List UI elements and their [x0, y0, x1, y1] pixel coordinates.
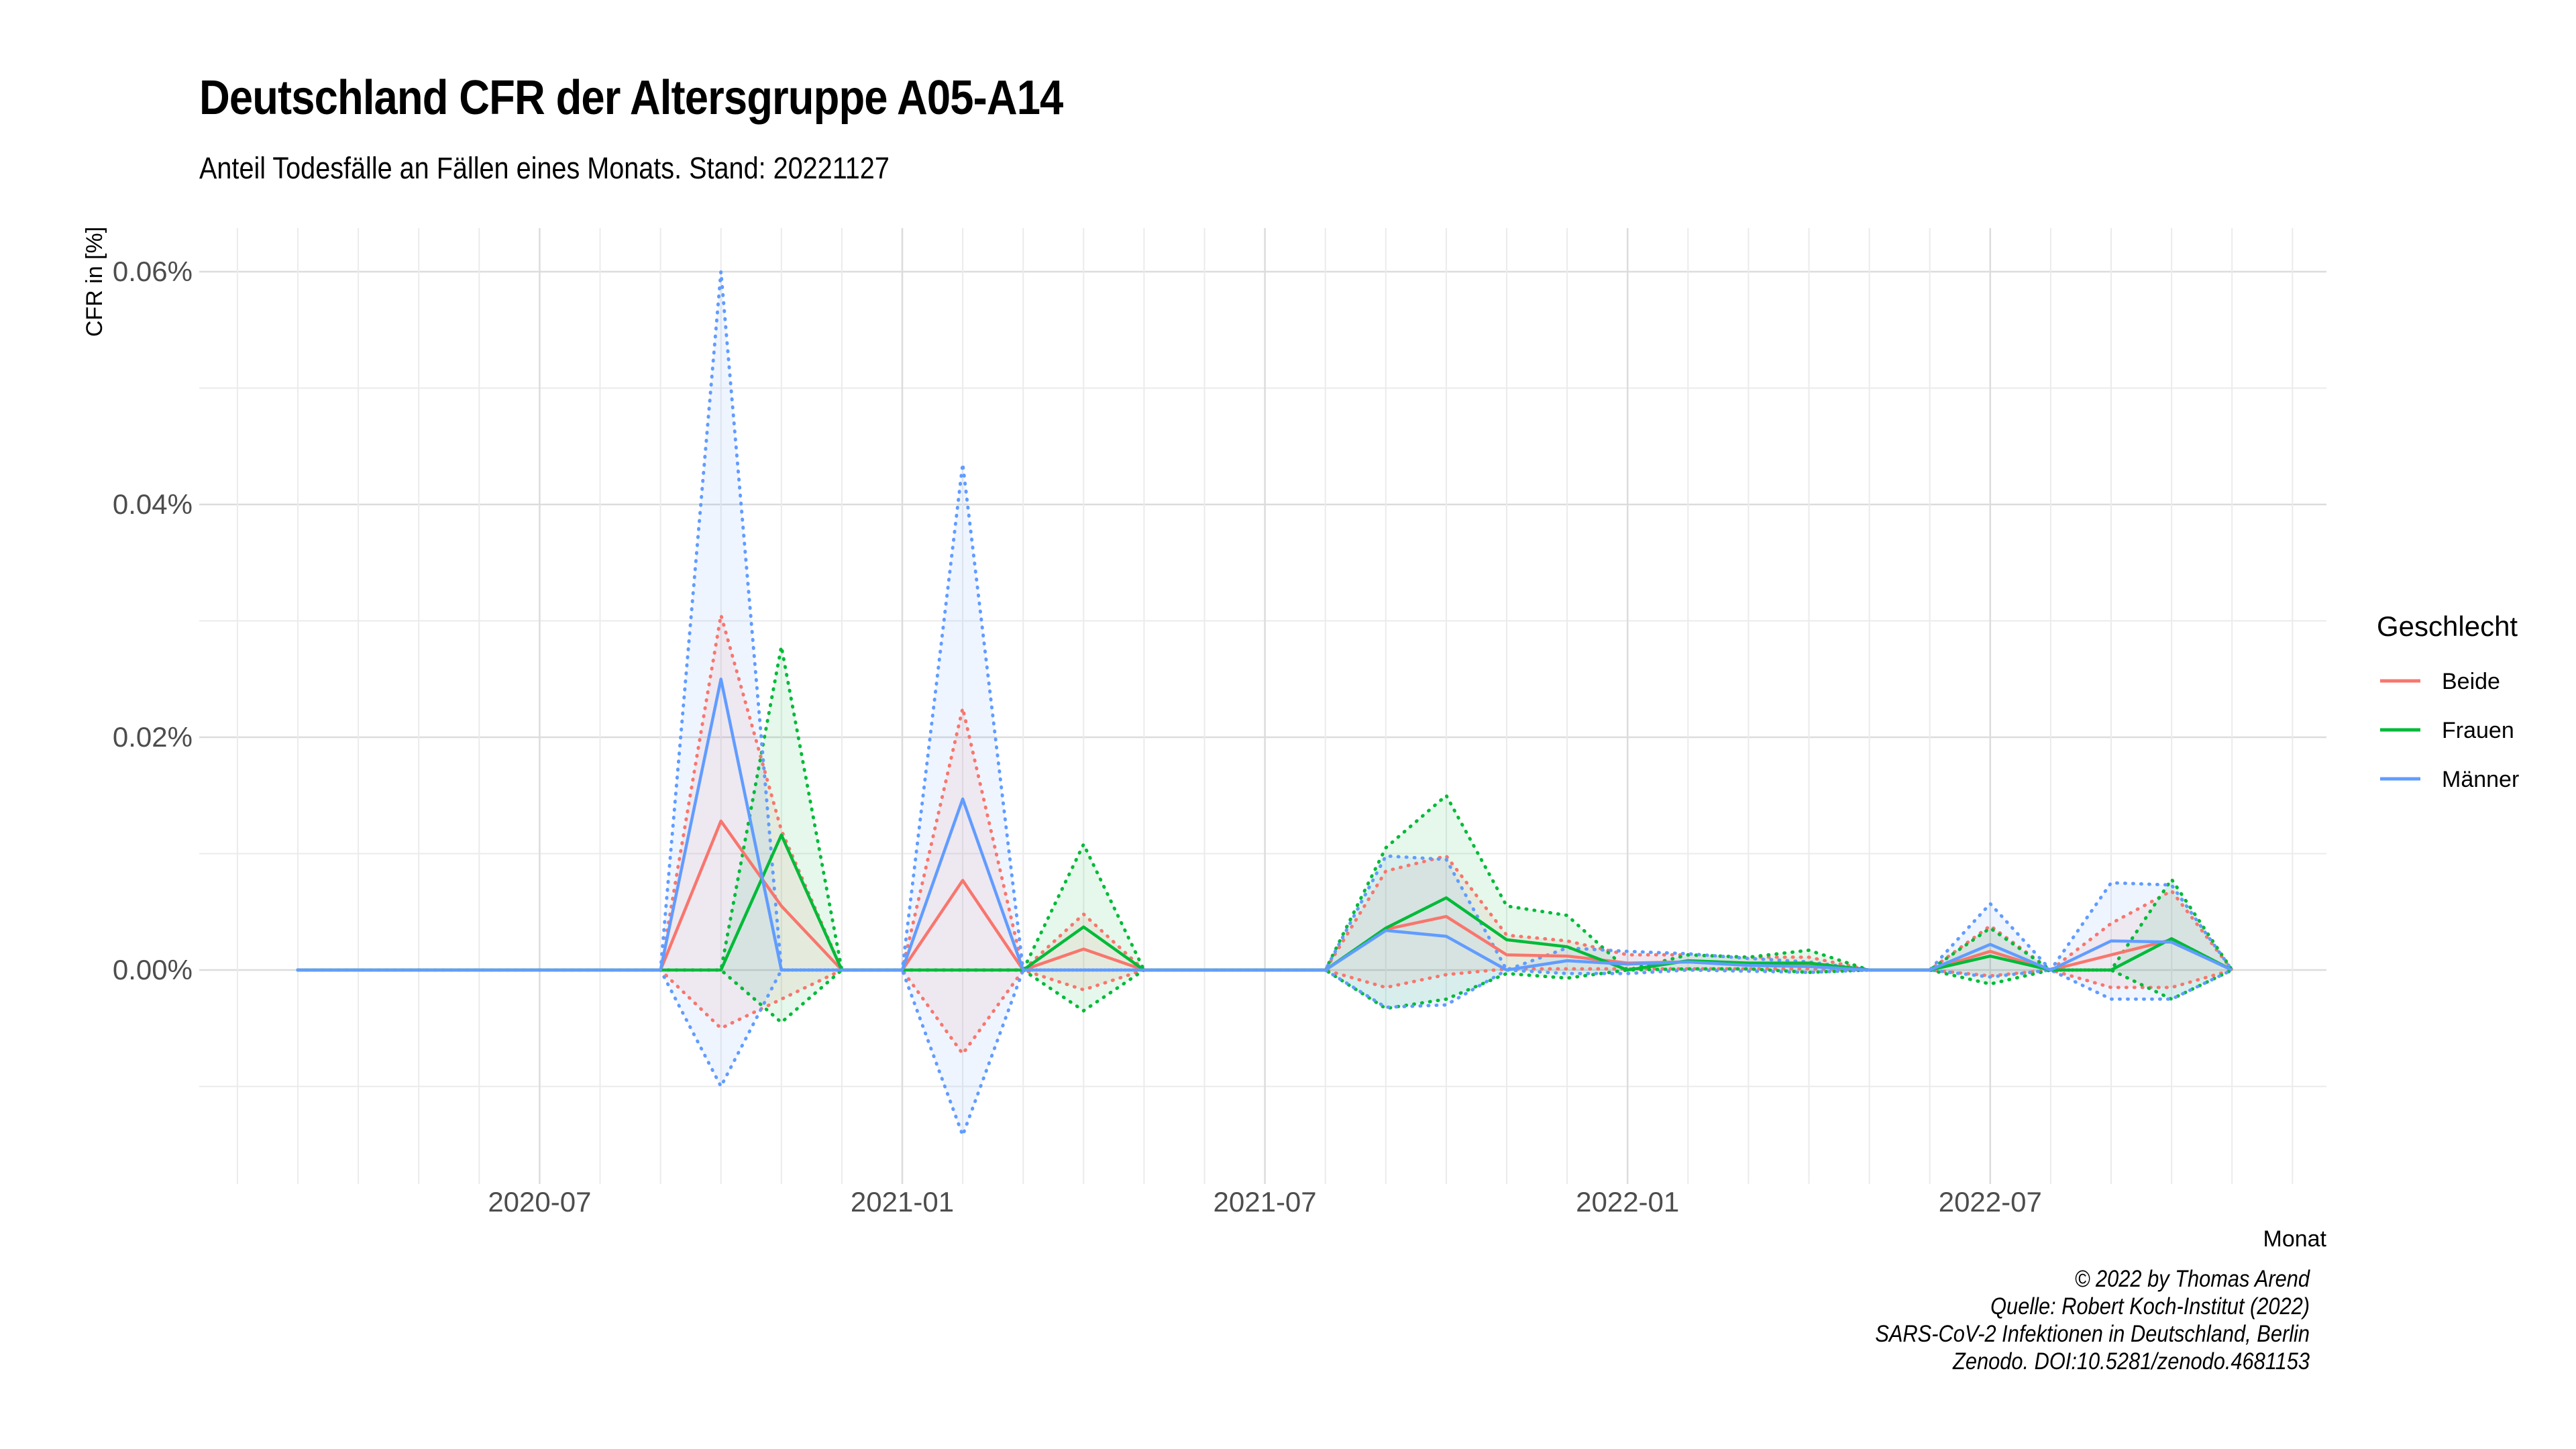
confidence-band — [298, 614, 2233, 1054]
x-tick-label: 2021-07 — [1214, 1186, 1317, 1218]
x-tick-label: 2021-01 — [851, 1186, 954, 1218]
y-tick-label: 0.06% — [113, 256, 193, 287]
x-tick-label: 2022-01 — [1576, 1186, 1679, 1218]
caption-line: SARS-CoV-2 Infektionen in Deutschland, B… — [1875, 1321, 2310, 1347]
caption-line: Quelle: Robert Koch-Institut (2022) — [1990, 1293, 2310, 1320]
legend-label: Beide — [2442, 669, 2500, 694]
legend-title: Geschlecht — [2377, 610, 2518, 642]
x-tick-label: 2022-07 — [1939, 1186, 2042, 1218]
y-axis-title: CFR in [%] — [82, 227, 107, 337]
source-caption: © 2022 by Thomas Arend Quelle: Robert Ko… — [1875, 1265, 2310, 1375]
caption-line: © 2022 by Thomas Arend — [2074, 1266, 2310, 1292]
y-tick-label: 0.00% — [113, 954, 193, 985]
confidence-band — [298, 646, 2233, 1023]
series-line — [298, 678, 2233, 972]
chart-subtitle: Anteil Todesfälle an Fällen eines Monats… — [199, 151, 890, 185]
confidence-band — [298, 272, 2233, 1136]
x-axis-title: Monat — [2263, 1226, 2327, 1252]
caption-line: Zenodo. DOI:10.5281/zenodo.4681153 — [1952, 1348, 2310, 1375]
chart-title: Deutschland CFR der Altersgruppe A05-A14 — [199, 71, 1063, 125]
x-tick-label: 2020-07 — [488, 1186, 591, 1218]
legend-label: Männer — [2442, 767, 2519, 792]
legend-label: Frauen — [2442, 718, 2514, 743]
y-tick-label: 0.02% — [113, 721, 193, 753]
y-tick-label: 0.04% — [113, 488, 193, 520]
